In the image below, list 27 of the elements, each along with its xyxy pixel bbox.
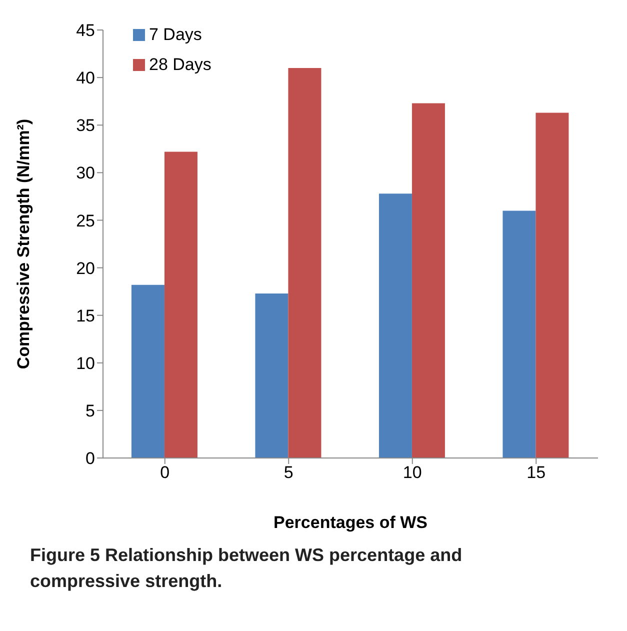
- legend-label: 28 Days: [149, 54, 212, 76]
- bar: [131, 284, 164, 458]
- x-tick-label: 5: [284, 463, 294, 482]
- legend-label: 7 Days: [149, 24, 202, 46]
- bar: [412, 103, 445, 458]
- bar: [536, 112, 569, 458]
- y-tick-label: 10: [76, 354, 95, 373]
- x-axis-title: Percentages of WS: [274, 513, 428, 532]
- bar: [378, 194, 412, 458]
- y-tick-label: 40: [76, 68, 95, 88]
- bar: [164, 152, 198, 458]
- y-tick-label: 35: [76, 116, 95, 136]
- y-tick-label: 30: [76, 164, 95, 183]
- bar: [288, 68, 322, 458]
- x-tick-label: 0: [160, 463, 170, 482]
- x-tick-label: 15: [526, 463, 546, 482]
- y-axis-title: Compressive Strength (N/mm²): [14, 118, 34, 370]
- y-tick-label: 5: [86, 401, 95, 420]
- y-tick-label: 25: [76, 211, 95, 230]
- bar: [502, 210, 536, 458]
- bar: [255, 293, 288, 458]
- x-tick-label: 10: [402, 463, 422, 482]
- y-tick-label: 0: [86, 449, 95, 468]
- y-tick-label: 15: [76, 306, 95, 326]
- y-tick-label: 45: [76, 21, 95, 40]
- y-tick-label: 20: [76, 258, 95, 278]
- caption: Figure 5 Relationship between WS percentage and compressive strength.: [30, 544, 464, 593]
